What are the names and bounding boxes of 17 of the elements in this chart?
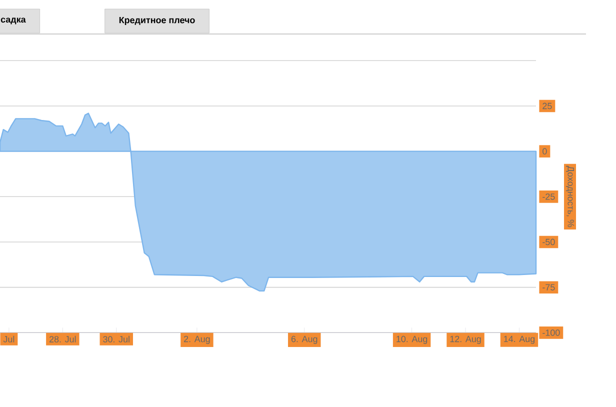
x-tick-label: Jul	[3, 336, 14, 342]
y-tick-label: 25	[542, 102, 552, 110]
x-tick-label: 30. Jul	[103, 336, 130, 342]
y-tick-label: -75	[542, 284, 555, 290]
y-tick-label: 0	[542, 148, 547, 154]
x-tick-label: 14. Aug	[504, 336, 535, 344]
x-tick-label: 12. Aug	[450, 336, 481, 344]
y-tick-label: -100	[542, 329, 560, 336]
y-tick-label: -25	[542, 193, 555, 200]
text: садка	[0, 18, 26, 24]
y-tick-label: -50	[542, 238, 555, 246]
y-axis-title: Доходность, %	[566, 166, 574, 228]
x-tick-label: 10. Aug	[396, 336, 428, 344]
x-tick-label: 6. Aug	[291, 336, 318, 344]
x-tick-label: 28. Jul	[50, 336, 76, 342]
text: Кредитное плечо	[119, 16, 195, 26]
x-tick-label: 2. Aug	[184, 336, 210, 344]
